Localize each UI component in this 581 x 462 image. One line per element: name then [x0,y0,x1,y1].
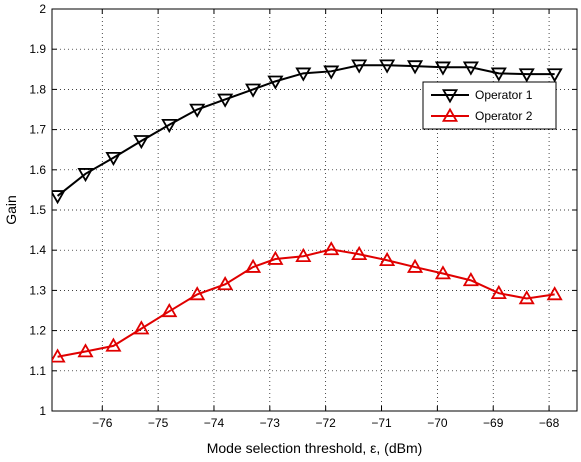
data-point [52,348,66,363]
series-line [56,64,555,197]
x-tick-label: −71 [371,416,392,430]
y-tick-label: 2 [39,2,46,16]
x-tick-label: −74 [204,416,225,430]
data-point [245,258,262,273]
data-point [267,250,284,265]
legend-entry-operator-1: Operator 1 [475,88,533,102]
data-point [105,151,122,167]
legend-marker-operator-2 [441,107,459,122]
x-tick-label: −68 [539,416,560,430]
data-point [462,61,479,76]
data-point [323,65,340,80]
data-point [295,247,312,263]
x-tick-label: −69 [483,416,504,430]
x-tick-label: −72 [315,416,336,430]
x-tick-label: −75 [148,416,169,430]
data-point [546,68,563,83]
data-point [189,103,206,118]
legend: Operator 1 Operator 2 [422,81,557,130]
data-point [546,286,563,301]
y-axis-title: Gain [3,195,19,225]
data-point [490,67,507,82]
data-point [518,68,535,83]
y-tick-label: 1.3 [29,283,46,297]
data-point [351,59,368,74]
grid [52,9,577,411]
series-line [57,248,555,358]
legend-entry-operator-2: Operator 2 [475,109,533,123]
data-point [133,135,150,150]
y-tick-label: 1 [39,404,46,418]
legend-marker-operator-1 [441,89,459,104]
data-point [406,60,424,75]
data-point [161,119,178,134]
x-tick-label: −73 [260,416,281,430]
data-point [518,290,535,305]
y-tick-label: 1.9 [29,42,46,56]
data-point [161,302,178,318]
y-tick-label: 1.4 [29,243,46,257]
y-tick-label: 1.7 [29,123,46,137]
data-point [52,190,66,205]
data-point [77,168,94,183]
data-point [105,337,122,352]
data-point [295,67,312,82]
series-1 [52,59,563,205]
data-point [434,265,452,280]
series-group [52,59,563,363]
data-point [77,343,94,358]
data-point [379,59,396,74]
axis-ticks: −76 −75 −74 −73 −72 −71 −70 −69 −68 1 1.1 1.2 1.3 1.4… [29,2,577,430]
x-axis-title: Mode selection threshold, ε, (dBm) [207,440,423,456]
data-point [189,286,206,301]
y-tick-label: 1.1 [29,364,46,378]
data-point [351,245,368,260]
x-tick-label: −70 [427,416,448,430]
data-point [462,272,479,287]
y-tick-label: 1.6 [29,163,46,177]
data-point [406,258,424,273]
data-point [245,83,262,98]
data-point [379,251,396,267]
data-point [217,93,234,108]
y-tick-label: 1.8 [29,82,46,96]
x-tick-label: −76 [92,416,113,430]
y-tick-label: 1.2 [29,324,46,338]
data-point [490,284,507,299]
data-point [217,276,234,291]
data-point [323,241,340,256]
y-tick-label: 1.5 [29,203,46,217]
data-point [434,61,452,76]
data-point [133,320,150,335]
data-point [267,75,284,90]
series-2 [52,241,563,363]
